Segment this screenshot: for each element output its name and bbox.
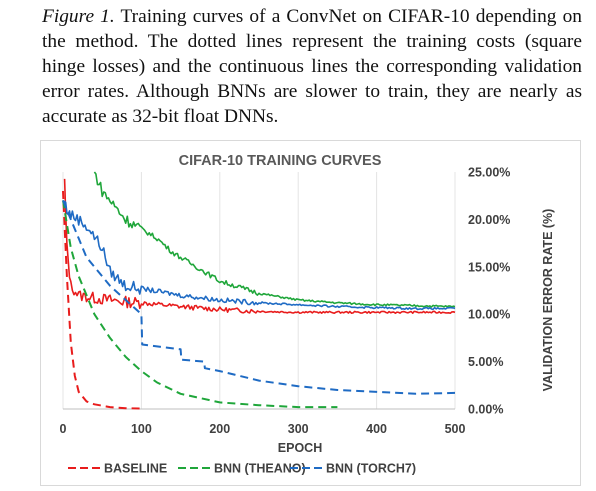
series-solid-bnn-theano <box>93 171 456 308</box>
figure-caption: Figure 1. Training curves of a ConvNet o… <box>42 4 582 129</box>
training-curves-chart: CIFAR-10 TRAINING CURVES 0 100 200 300 400 50… <box>40 140 581 486</box>
y-tick-label: 10.00% <box>468 308 510 322</box>
y-tick-label: 15.00% <box>468 260 510 274</box>
x-axis-ticks: 0 100 200 300 400 500 <box>60 422 466 436</box>
y-tick-label: 0.00% <box>468 403 503 417</box>
series-solid-bnn-torch7 <box>63 200 456 311</box>
x-tick-label: 0 <box>60 422 67 436</box>
y-axis-ticks: 0.00% 5.00% 10.00% 15.00% 20.00% 25.00% <box>468 166 510 417</box>
chart-frame <box>40 140 581 486</box>
y-tick-label: 25.00% <box>468 166 510 180</box>
x-tick-label: 200 <box>209 422 230 436</box>
legend-label-bnn-theano: BNN (THEANO) <box>214 462 306 476</box>
x-tick-label: 100 <box>131 422 152 436</box>
chart-series <box>62 171 456 410</box>
legend-label-bnn-torch7: BNN (TORCH7) <box>326 462 416 476</box>
x-axis-label: EPOCH <box>278 441 322 455</box>
series-dashed-bnn-theano <box>62 200 338 409</box>
series-dashed-bnn-torch7 <box>62 200 456 395</box>
series-dashed-baseline <box>62 190 142 410</box>
x-tick-label: 400 <box>366 422 387 436</box>
legend-label-baseline: BASELINE <box>104 462 167 476</box>
y-tick-label: 5.00% <box>468 355 503 369</box>
caption-lead: Figure 1. <box>42 6 115 27</box>
caption-text: Training curves of a ConvNet on CIFAR-10… <box>42 6 582 127</box>
x-tick-label: 500 <box>445 422 466 436</box>
chart-legend: BASELINE BNN (THEANO) BNN (TORCH7) <box>68 462 416 476</box>
x-tick-label: 300 <box>288 422 309 436</box>
y-axis-label: VALIDATION ERROR RATE (%) <box>541 209 555 392</box>
y-tick-label: 20.00% <box>468 213 510 227</box>
chart-figure: CIFAR-10 TRAINING CURVES 0 100 200 300 400 50… <box>40 140 581 486</box>
chart-title: CIFAR-10 TRAINING CURVES <box>179 153 382 169</box>
